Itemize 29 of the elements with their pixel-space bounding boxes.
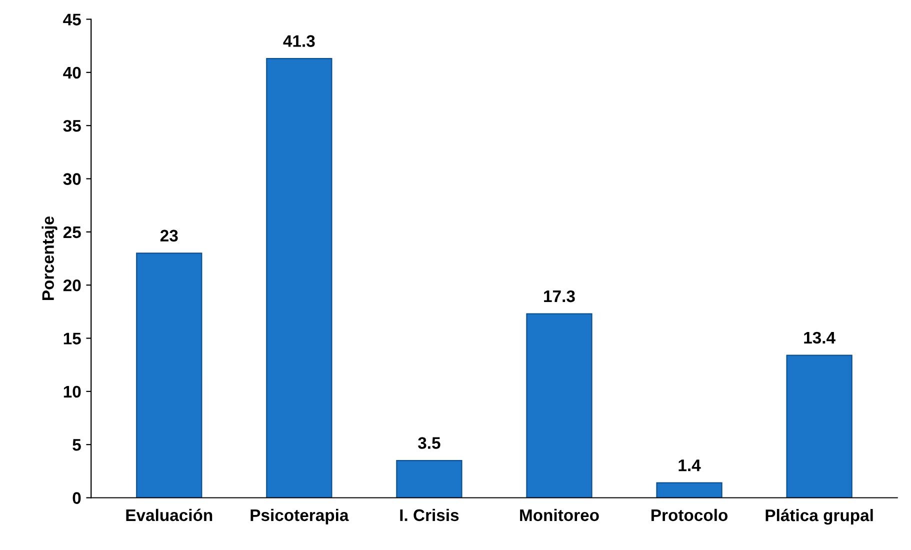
y-tick-label: 45	[63, 14, 81, 26]
x-tick-label: Plática grupal	[766, 508, 873, 525]
y-tick-label: 30	[63, 173, 81, 185]
bar	[136, 252, 202, 498]
y-axis-title: Porcentaje	[42, 216, 58, 300]
x-tick-label: Psicoterapia	[250, 508, 349, 524]
data-label: 1.4	[678, 460, 701, 472]
y-tick-label: 15	[64, 332, 81, 344]
bar	[266, 58, 332, 498]
y-tick-label: 10	[64, 386, 81, 398]
data-label: 17.3	[544, 290, 575, 302]
y-tick-label: 0	[72, 492, 81, 504]
x-tick-label: Monitoreo	[520, 508, 599, 522]
bar	[656, 482, 722, 498]
x-tick-label: I. Crisis	[400, 508, 459, 522]
y-tick-label: 40	[63, 66, 81, 79]
y-tick-label: 35	[63, 120, 81, 132]
y-tick-label: 25	[63, 226, 81, 238]
y-tick-label: 5	[72, 439, 81, 451]
data-label: 3.5	[418, 437, 440, 449]
x-tick-label: Evaluación	[126, 508, 212, 522]
x-tick-label: Protocolo	[652, 508, 728, 522]
bar	[396, 460, 462, 498]
data-label: 13.4	[804, 332, 836, 344]
data-label: 23	[160, 230, 178, 242]
bar	[786, 354, 852, 498]
data-label: 41.3	[283, 35, 315, 47]
y-tick-label: 20	[63, 279, 81, 292]
bar	[526, 313, 592, 498]
